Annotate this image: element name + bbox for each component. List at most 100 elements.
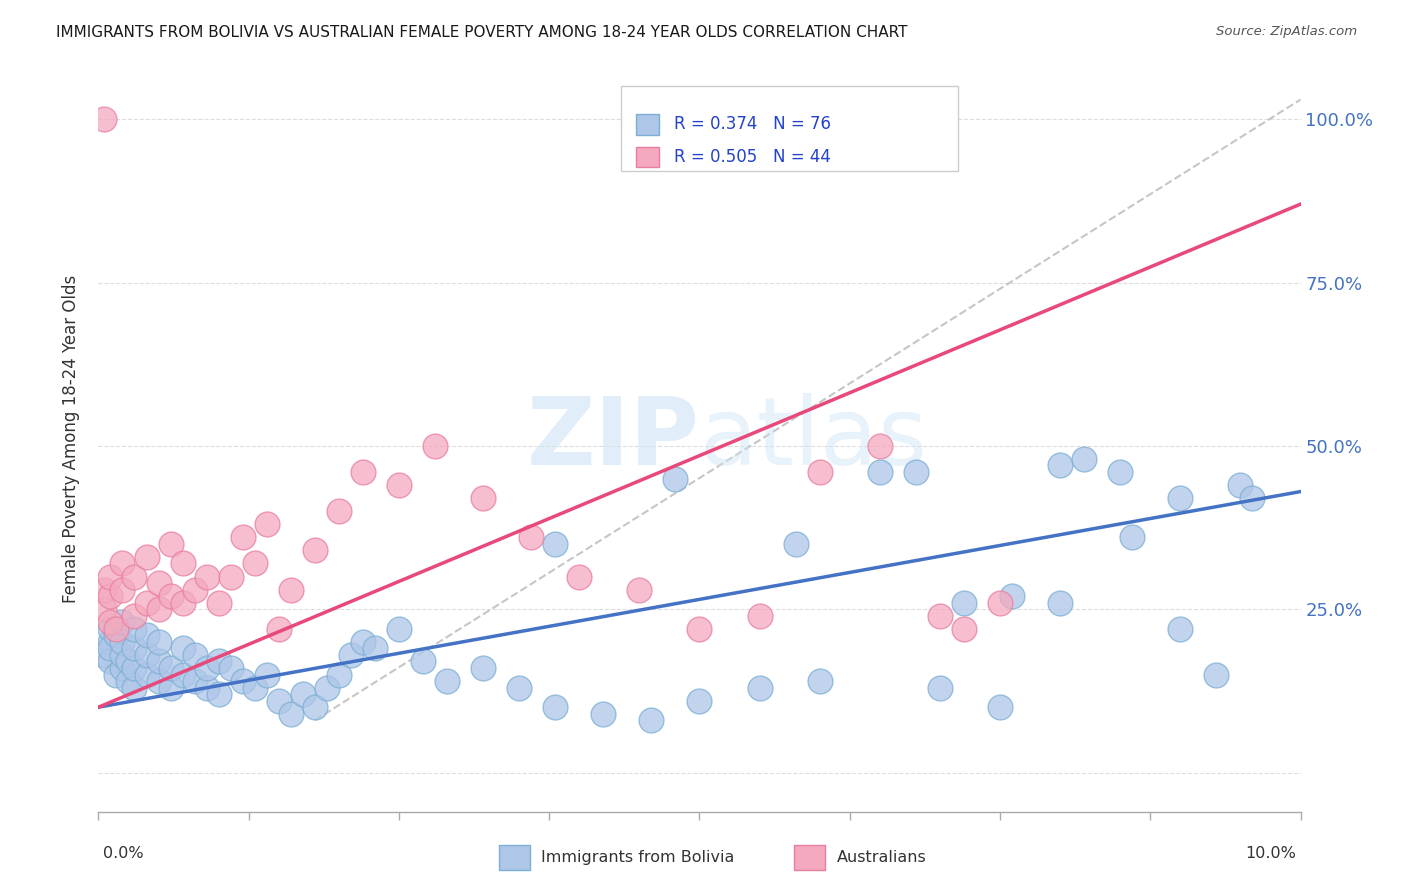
Point bbox=[808, 465, 831, 479]
Point bbox=[135, 549, 157, 564]
Point bbox=[256, 667, 278, 681]
Point bbox=[1241, 491, 1264, 505]
Point bbox=[869, 465, 891, 479]
Point bbox=[988, 700, 1011, 714]
Point bbox=[748, 608, 770, 623]
Point bbox=[172, 641, 194, 656]
Point bbox=[1170, 491, 1192, 505]
Point bbox=[388, 622, 411, 636]
Point bbox=[111, 582, 134, 597]
Point bbox=[105, 667, 128, 681]
Point bbox=[172, 596, 194, 610]
Point bbox=[953, 596, 976, 610]
Text: ZIP: ZIP bbox=[527, 393, 699, 485]
Text: 10.0%: 10.0% bbox=[1246, 846, 1296, 861]
Point bbox=[208, 687, 231, 701]
Point bbox=[748, 681, 770, 695]
Point bbox=[124, 681, 146, 695]
Point bbox=[172, 557, 194, 571]
Point bbox=[352, 635, 374, 649]
Point bbox=[1205, 667, 1227, 681]
Point bbox=[124, 622, 146, 636]
Point bbox=[105, 622, 128, 636]
Point bbox=[688, 693, 710, 707]
Point bbox=[988, 596, 1011, 610]
Text: IMMIGRANTS FROM BOLIVIA VS AUSTRALIAN FEMALE POVERTY AMONG 18-24 YEAR OLDS CORRE: IMMIGRANTS FROM BOLIVIA VS AUSTRALIAN FE… bbox=[56, 25, 908, 40]
Point bbox=[953, 622, 976, 636]
Point bbox=[1170, 622, 1192, 636]
Point bbox=[436, 674, 458, 689]
Point bbox=[1121, 530, 1143, 544]
Point bbox=[93, 112, 115, 127]
Point bbox=[1049, 458, 1071, 473]
Point bbox=[219, 569, 242, 583]
Point bbox=[100, 622, 122, 636]
Point bbox=[135, 596, 157, 610]
Point bbox=[869, 439, 891, 453]
Point bbox=[929, 608, 952, 623]
Point bbox=[111, 557, 134, 571]
Point bbox=[100, 589, 122, 603]
Text: R = 0.505   N = 44: R = 0.505 N = 44 bbox=[673, 148, 831, 166]
Point bbox=[352, 465, 374, 479]
Point bbox=[195, 681, 218, 695]
Point bbox=[159, 589, 181, 603]
Text: Source: ZipAtlas.com: Source: ZipAtlas.com bbox=[1216, 25, 1357, 38]
Point bbox=[640, 713, 662, 727]
Point bbox=[208, 655, 231, 669]
Point bbox=[568, 569, 591, 583]
Point bbox=[315, 681, 337, 695]
Point bbox=[328, 667, 350, 681]
Point bbox=[124, 641, 146, 656]
Point bbox=[148, 635, 170, 649]
Point bbox=[183, 674, 205, 689]
Point bbox=[93, 602, 115, 616]
Point bbox=[124, 608, 146, 623]
Point bbox=[232, 674, 254, 689]
Point bbox=[100, 569, 122, 583]
Point bbox=[688, 622, 710, 636]
Text: Australians: Australians bbox=[837, 850, 927, 864]
Point bbox=[148, 655, 170, 669]
Point bbox=[183, 582, 205, 597]
Point bbox=[111, 648, 134, 662]
Point bbox=[100, 641, 122, 656]
Point bbox=[280, 582, 302, 597]
Point bbox=[135, 648, 157, 662]
Point bbox=[472, 661, 495, 675]
Point bbox=[291, 687, 314, 701]
Text: atlas: atlas bbox=[699, 393, 928, 485]
Point bbox=[124, 661, 146, 675]
FancyBboxPatch shape bbox=[621, 86, 957, 171]
Text: Immigrants from Bolivia: Immigrants from Bolivia bbox=[541, 850, 735, 864]
Point bbox=[159, 537, 181, 551]
Point bbox=[1001, 589, 1024, 603]
Point bbox=[148, 576, 170, 591]
Point bbox=[256, 517, 278, 532]
Point bbox=[148, 674, 170, 689]
Point bbox=[364, 641, 387, 656]
Point bbox=[340, 648, 363, 662]
Y-axis label: Female Poverty Among 18-24 Year Olds: Female Poverty Among 18-24 Year Olds bbox=[62, 276, 80, 603]
Point bbox=[243, 557, 266, 571]
Point bbox=[159, 661, 181, 675]
Point bbox=[135, 667, 157, 681]
Point bbox=[628, 582, 651, 597]
Point bbox=[423, 439, 446, 453]
Point bbox=[105, 628, 128, 642]
Point bbox=[100, 615, 122, 630]
Point bbox=[148, 602, 170, 616]
FancyBboxPatch shape bbox=[636, 146, 659, 168]
Point bbox=[904, 465, 927, 479]
Point bbox=[388, 478, 411, 492]
Point bbox=[219, 661, 242, 675]
Point bbox=[135, 628, 157, 642]
Point bbox=[508, 681, 530, 695]
Point bbox=[195, 661, 218, 675]
Point bbox=[100, 655, 122, 669]
Point bbox=[520, 530, 543, 544]
Point bbox=[304, 543, 326, 558]
Point bbox=[280, 706, 302, 721]
Text: R = 0.374   N = 76: R = 0.374 N = 76 bbox=[673, 115, 831, 133]
Point bbox=[243, 681, 266, 695]
